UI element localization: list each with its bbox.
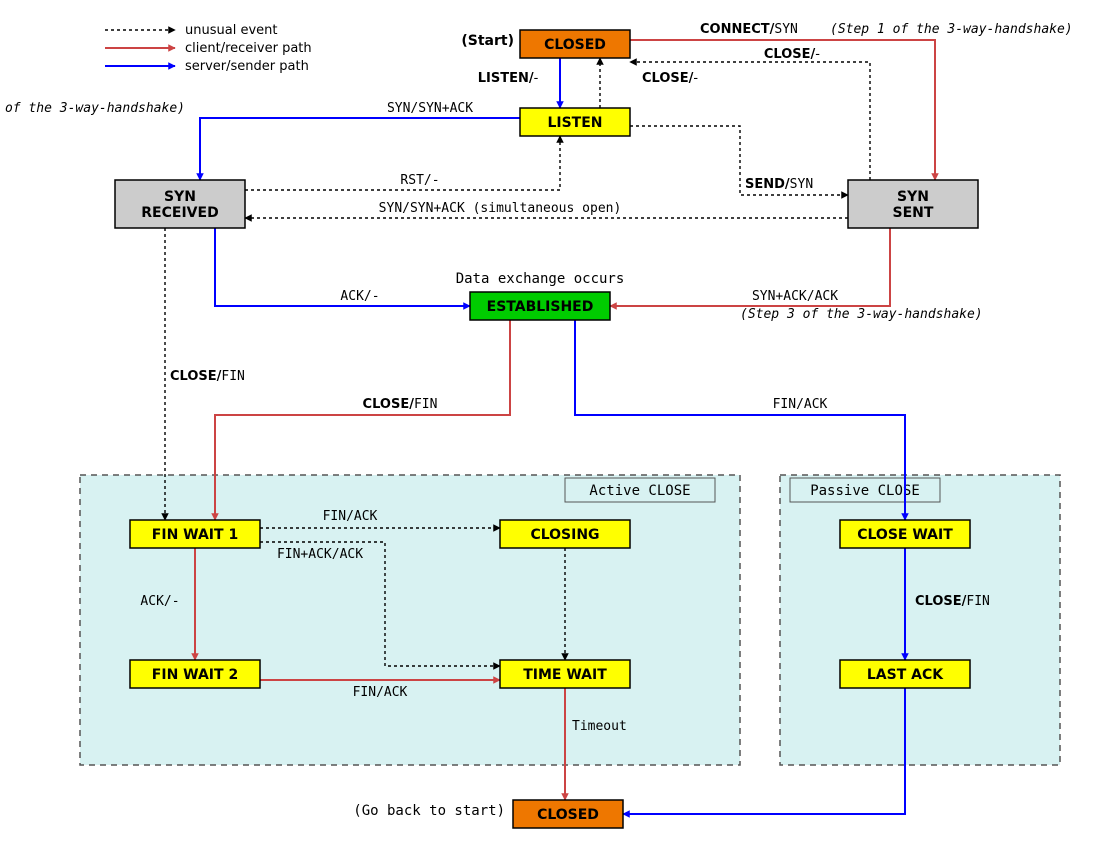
node-listen-label: LISTEN xyxy=(547,115,602,131)
edge-listen-syn_rcvd xyxy=(200,118,520,180)
node-timewait-label: TIME WAIT xyxy=(523,667,607,683)
node-syn_rcvd-label: SYN xyxy=(164,189,196,205)
edge-label-finwait1-timewait: FIN+ACK/ACK xyxy=(277,547,363,562)
edge-label-timewait-closed_bot: Timeout xyxy=(572,719,627,734)
edge-label-closed_top-syn_sent: CONNECT/SYN xyxy=(700,22,798,37)
region-passive xyxy=(780,475,1060,765)
node-syn_sent-label: SYN xyxy=(897,189,929,205)
annotation: (Start) xyxy=(461,33,514,49)
node-syn_rcvd-label: RECEIVED xyxy=(141,205,218,221)
edge-label-syn_sent-established: (Step 3 of the 3-way-handshake) xyxy=(740,307,983,322)
edge-label-closed_top-listen: LISTEN/- xyxy=(478,71,539,86)
edge-label-syn_sent-syn_rcvd: SYN/SYN+ACK (simultaneous open) xyxy=(379,201,622,216)
edge-label-syn_sent-closed_top: CLOSE/- xyxy=(764,47,820,62)
edge-label-listen-syn_rcvd: (Step 2 of the 3-way-handshake) xyxy=(0,101,185,116)
node-closed_top-label: CLOSED xyxy=(544,37,606,53)
region-active-label: Active CLOSE xyxy=(589,483,690,499)
legend-label-server: server/sender path xyxy=(185,59,309,74)
edge-label-listen-syn_rcvd: SYN/SYN+ACK xyxy=(387,101,473,116)
edge-label-established-finwait1: CLOSE/FIN xyxy=(363,397,438,412)
node-closewait-label: CLOSE WAIT xyxy=(857,527,953,543)
node-closing-label: CLOSING xyxy=(530,527,599,543)
edge-label-closed_top-syn_sent: (Step 1 of the 3-way-handshake) xyxy=(830,22,1073,37)
legend-label-client: client/receiver path xyxy=(185,41,312,56)
edge-label-finwait1-closing: FIN/ACK xyxy=(323,509,378,524)
node-closed_bot-label: CLOSED xyxy=(537,807,599,823)
node-syn_sent-label: SENT xyxy=(893,205,934,221)
node-established-label: ESTABLISHED xyxy=(487,299,594,315)
edge-label-listen-closed_top: CLOSE/- xyxy=(642,71,698,86)
edge-label-listen-syn_sent: SEND/SYN xyxy=(745,177,813,192)
edge-syn_sent-established xyxy=(610,228,890,306)
annotation: Data exchange occurs xyxy=(456,271,625,287)
edge-label-finwait1-finwait2: ACK/- xyxy=(140,594,179,609)
node-lastack-label: LAST ACK xyxy=(867,667,944,683)
edge-label-syn_rcvd-listen: RST/- xyxy=(400,173,439,188)
edge-label-syn_rcvd-established: ACK/- xyxy=(340,289,379,304)
edge-label-closewait-lastack: CLOSE/FIN xyxy=(915,594,990,609)
edge-label-syn_rcvd-finwait1: CLOSE/FIN xyxy=(170,369,245,384)
edge-label-finwait2-timewait: FIN/ACK xyxy=(353,685,408,700)
node-finwait1-label: FIN WAIT 1 xyxy=(152,527,238,543)
tcp-state-diagram: Active CLOSE Passive CLOSE LISTEN/- CLOSE/-… xyxy=(0,0,1110,862)
node-finwait2-label: FIN WAIT 2 xyxy=(152,667,238,683)
edge-label-syn_sent-established: SYN+ACK/ACK xyxy=(752,289,838,304)
legend-label-unusual: unusual event xyxy=(185,23,277,38)
edge-label-established-closewait: FIN/ACK xyxy=(773,397,828,412)
region-active xyxy=(80,475,740,765)
edge-listen-syn_sent xyxy=(630,126,848,195)
region-passive-label: Passive CLOSE xyxy=(810,483,920,499)
annotation: (Go back to start) xyxy=(353,803,505,819)
